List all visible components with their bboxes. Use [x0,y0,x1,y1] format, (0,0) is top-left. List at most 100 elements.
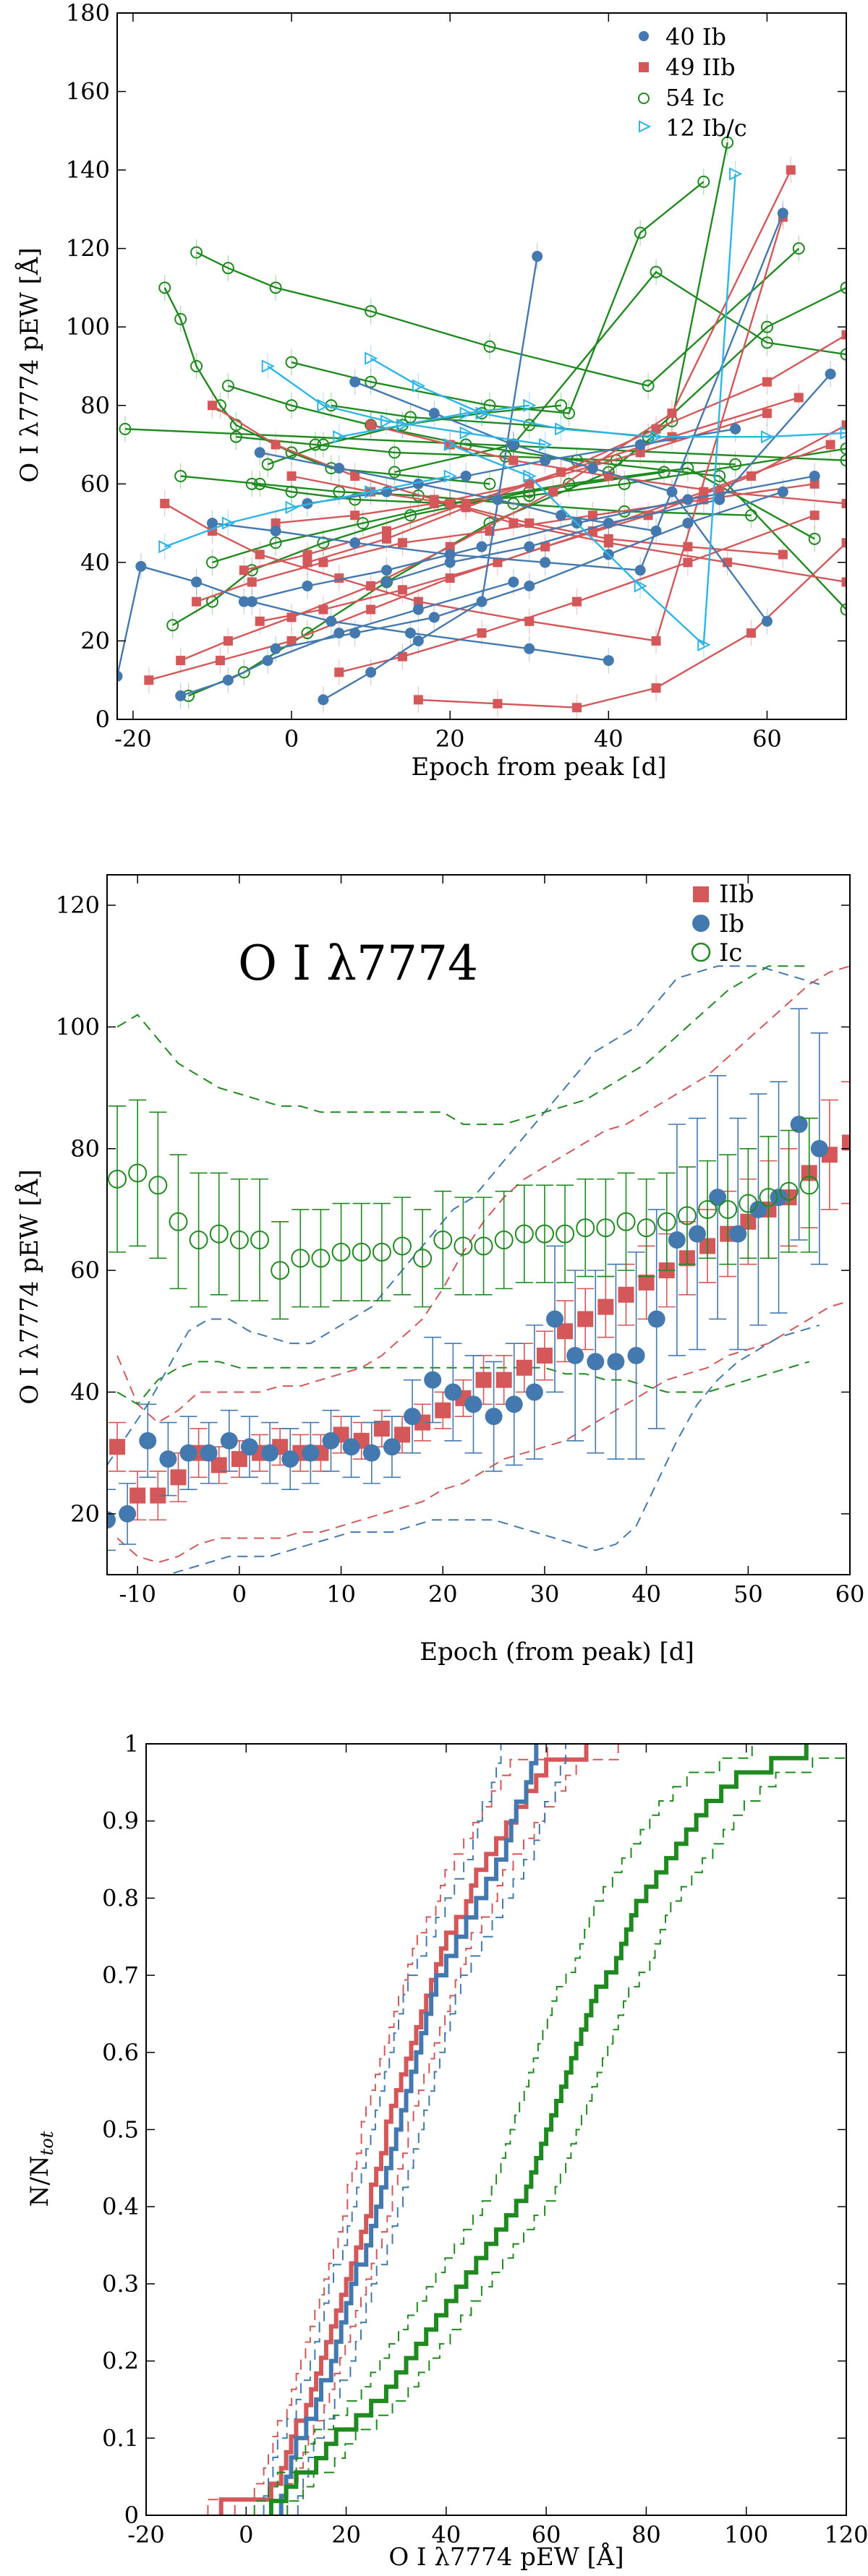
panel-1-series [117,129,846,719]
data-point-iib [746,628,757,638]
panel-1-xlabel: Epoch from peak [d] [411,753,666,782]
series-ib-object-line [259,451,657,532]
data-point-ib [342,1438,360,1456]
data-point-ibc [539,437,553,452]
data-point-ib [485,1408,503,1426]
data-point-ic [388,466,401,479]
data-point-ib [179,1444,197,1462]
data-point-ib [825,368,836,380]
y-tick-label: 0.6 [102,2039,139,2066]
data-point-ic [713,469,726,482]
series-ic-object-line [188,142,728,697]
data-point-ibc [840,426,846,440]
data-point-ib [444,557,456,568]
data-point-ic [760,336,773,349]
panel-2-title: O I λ7774 [238,936,478,991]
data-point-iib [334,573,344,583]
series-iib-object-line [370,424,846,505]
x-tick-label: 20 [428,1580,458,1608]
data-point-ic [556,1224,575,1244]
x-tick-label: 40 [431,2521,461,2549]
data-point-iib [667,408,677,419]
x-tick-label: 40 [594,725,624,753]
data-point-ib [383,1438,401,1456]
data-point-ibc [459,426,473,440]
panel-1-ylabel: O I λ7774 pEW [Å] [14,247,44,482]
data-point-ib [428,612,440,623]
data-point-ibc [317,398,331,412]
data-point-ic [229,1231,249,1250]
data-point-iib [366,604,376,615]
data-point-ic [357,517,370,530]
data-point-iib [435,1402,451,1418]
x-tick-label: 0 [284,725,299,753]
series-ibc-object-line [339,404,529,438]
data-point-ibc [634,579,647,593]
data-point-ib [634,565,646,576]
data-point-ibc [697,638,711,651]
data-point-iib [683,557,693,568]
data-point-ic [174,312,187,325]
data-point-iib [651,683,661,693]
data-point-iib [150,1487,166,1504]
data-point-iib [255,549,265,560]
data-point-ic [718,1199,738,1219]
data-point-ib [135,560,147,572]
data-point-ib [556,510,567,521]
data-point-iib [192,596,202,607]
data-point-ibc [523,398,537,412]
x-tick-label: 20 [331,2521,361,2549]
data-point-ic [128,1163,148,1183]
data-point-ic [174,469,187,482]
panel-2-mean-pew: -10 0 10 20 30 40 50 60 20 40 60 80 100 120 O I λ7774… [14,874,864,1666]
data-point-ic [261,458,274,471]
data-point-ibc [443,437,457,452]
data-point-iib [793,393,804,403]
x-tick-label: 80 [631,2521,661,2549]
series-ibc-object-line [164,475,451,548]
data-point-ib [809,470,820,482]
data-point-ib [381,565,393,576]
y-tick-label: 60 [80,470,110,497]
data-point-ic [269,281,282,294]
data-point-ic [221,262,234,275]
series-ib-bound-upper [297,1744,567,2515]
data-point-ibc [443,469,457,483]
data-point-ic [799,1176,819,1195]
data-point-ib [777,486,788,497]
data-point-iib [475,1372,492,1388]
series-iib-object-line [164,216,784,642]
data-point-iib [571,703,582,713]
y-tick-label: 0 [95,706,110,733]
data-point-ic [229,430,242,443]
series-ic-object-line [236,436,736,466]
data-point-iib [210,1457,227,1473]
data-point-iib [302,549,312,560]
y-tick-label: 60 [70,1257,100,1284]
data-point-ib [206,518,218,529]
data-point-iib [302,557,312,568]
data-point-ic [563,407,576,420]
data-point-ibc [475,406,489,420]
data-point-iib [809,510,820,521]
panel-2-legend: IIb Ib Ic [691,880,754,967]
y-tick-label: 1 [124,1730,139,1758]
data-point-ib [682,518,694,529]
panel-3-axes: -20 0 20 40 60 80 100 12000.10.20.30.40.50.60.7… [102,1730,868,2549]
data-point-iib [170,1469,187,1486]
x-tick-label: 50 [733,1580,763,1608]
legend-ib-label: 40 Ib [665,23,726,51]
x-tick-label: -20 [127,2521,165,2549]
legend-ic-label: 54 Ic [665,84,724,111]
data-point-iib [597,1298,614,1315]
data-point-ib [200,1444,218,1462]
data-point-ic [454,1236,473,1256]
y-tick-label: 160 [66,78,110,106]
legend-ibc-marker [639,120,652,133]
data-point-iib [825,440,835,450]
data-point-ib [587,463,598,474]
x-tick-label: 20 [435,725,465,753]
panel-2-series [107,965,850,1575]
